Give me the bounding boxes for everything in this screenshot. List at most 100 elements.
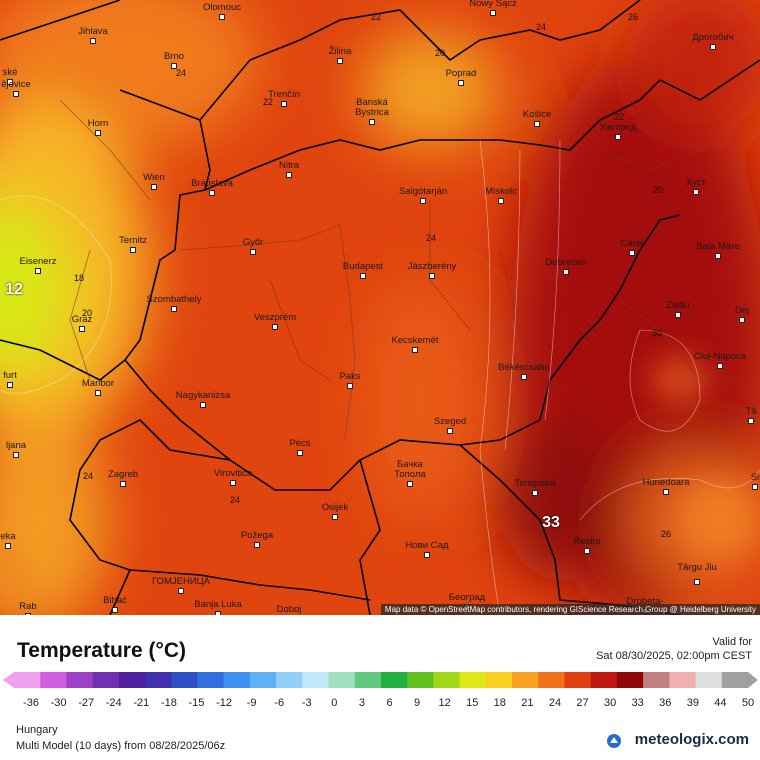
- city-marker: [151, 184, 157, 190]
- region: Hungary: [16, 724, 58, 736]
- valid-label: Valid for: [712, 636, 752, 648]
- tick-label: 6: [386, 697, 393, 709]
- city-label: Szombathely: [146, 294, 202, 305]
- city-marker: [584, 548, 590, 554]
- color-swatch: [14, 672, 41, 688]
- city-marker: [230, 480, 236, 486]
- city-label: Nitra: [278, 160, 300, 171]
- city-marker: [458, 80, 464, 86]
- city-marker: [178, 588, 184, 594]
- city-marker: [429, 273, 435, 279]
- contour-label: 24: [229, 495, 241, 505]
- contour-label: 24: [535, 22, 547, 32]
- city-label: Paks: [339, 371, 361, 382]
- city-label: Târgu Jiu: [677, 562, 717, 573]
- city-label: Békéscsaba: [498, 362, 550, 373]
- tick-label: 36: [659, 697, 672, 709]
- color-swatch: [249, 672, 277, 688]
- color-swatch: [197, 672, 225, 688]
- city-label: Rab: [19, 601, 37, 612]
- city-label: Drobeta-: [626, 596, 664, 607]
- color-swatch: [328, 672, 356, 688]
- city-marker: [281, 101, 287, 107]
- city-marker: [532, 490, 538, 496]
- city-marker: [563, 269, 569, 275]
- city-marker: [250, 249, 256, 255]
- color-swatch: [92, 672, 120, 688]
- city-marker: [254, 542, 260, 548]
- city-label: Horn: [87, 118, 109, 129]
- city-label: Doboj: [276, 604, 302, 615]
- city-label: Kecskemét: [391, 335, 439, 346]
- tick-label: -6: [274, 697, 285, 709]
- city-marker: [297, 450, 303, 456]
- color-swatch: [512, 672, 539, 688]
- contour-label: 24: [425, 233, 437, 243]
- city-marker: [200, 402, 206, 408]
- city-label: furt: [3, 370, 17, 381]
- city-label: Győr: [242, 237, 264, 248]
- tick-label: -18: [160, 697, 177, 709]
- city-label: Miskolc: [485, 186, 517, 197]
- city-marker: [412, 347, 418, 353]
- city-label: Banja Luka: [194, 599, 242, 610]
- city-label: Szeged: [433, 416, 467, 427]
- city-marker: [95, 390, 101, 396]
- tick-label: -3: [301, 697, 312, 709]
- city-label: Timișoara: [514, 478, 556, 489]
- city-label: Baia Mare: [696, 241, 740, 252]
- contour-label: 20: [652, 185, 664, 195]
- city-marker: [717, 363, 723, 369]
- tick-label: 33: [631, 697, 644, 709]
- city-marker: [337, 58, 343, 64]
- city-marker: [615, 134, 621, 140]
- city-label: Si: [750, 472, 760, 483]
- city-marker: [112, 607, 118, 613]
- city-marker: [209, 190, 215, 196]
- city-label: Hunedoara: [642, 477, 690, 488]
- contour-label: 18: [73, 273, 85, 283]
- city-marker: [7, 79, 13, 85]
- city-marker: [490, 10, 496, 16]
- tick-label: -15: [188, 697, 205, 709]
- city-marker: [25, 613, 31, 615]
- city-label: Dej: [734, 305, 750, 316]
- city-marker: [693, 189, 699, 195]
- city-label: ějovice: [1, 79, 31, 90]
- city-marker: [79, 326, 85, 332]
- color-swatch: [354, 672, 382, 688]
- city-marker: [715, 253, 721, 259]
- city-marker: [629, 250, 635, 256]
- city-marker: [710, 44, 716, 50]
- city-label: Zalău: [666, 300, 690, 311]
- city-marker: [120, 481, 126, 487]
- color-swatch: [643, 672, 670, 688]
- city-label: Bratislava: [191, 178, 233, 189]
- city-label: Дрогобич: [692, 32, 734, 43]
- city-marker: [171, 306, 177, 312]
- city-marker: [130, 247, 136, 253]
- city-label: Budapest: [342, 261, 384, 272]
- map: Olomouc Nowy Sącz Jihlava Brno Žilina Poprad Д…: [0, 0, 760, 615]
- city-marker: [347, 383, 353, 389]
- city-label: Požega: [240, 530, 274, 541]
- city-marker: [752, 484, 758, 490]
- city-marker: [407, 481, 413, 487]
- tick-label: 50: [741, 697, 755, 709]
- color-swatch: [118, 672, 146, 688]
- color-swatch: [485, 672, 513, 688]
- city-label: Olomouc: [202, 2, 242, 13]
- scale-arrow: [3, 672, 14, 688]
- tick-label: 3: [358, 697, 365, 709]
- contour-label: 26: [627, 12, 639, 22]
- city-label: Maribor: [81, 378, 115, 389]
- color-swatch: [381, 672, 408, 688]
- city-marker: [447, 428, 453, 434]
- contour-label: 22: [262, 97, 274, 107]
- city-marker: [272, 324, 278, 330]
- city-label: Graz: [71, 314, 93, 325]
- color-swatch: [590, 672, 618, 688]
- color-swatch: [223, 672, 251, 688]
- city-marker: [13, 452, 19, 458]
